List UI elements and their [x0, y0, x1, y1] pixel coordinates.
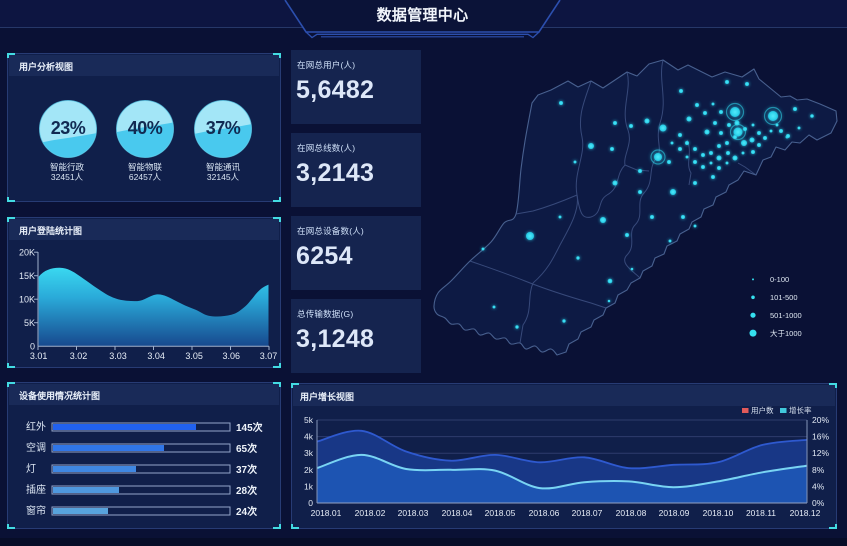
svg-text:2018.04: 2018.04	[442, 508, 473, 518]
svg-text:2018.05: 2018.05	[485, 508, 516, 518]
svg-text:37%: 37%	[205, 118, 240, 138]
svg-text:空调: 空调	[26, 441, 46, 454]
svg-text:8%: 8%	[812, 465, 825, 475]
svg-text:2018.03: 2018.03	[398, 508, 429, 518]
svg-text:37次: 37次	[236, 463, 257, 476]
svg-text:15K: 15K	[19, 271, 35, 281]
svg-text:101-500: 101-500	[770, 293, 798, 302]
svg-text:0: 0	[30, 342, 35, 352]
svg-text:插座: 插座	[26, 483, 46, 496]
svg-text:5K: 5K	[24, 318, 35, 328]
svg-text:65次: 65次	[236, 442, 257, 455]
svg-text:12%: 12%	[812, 448, 829, 458]
svg-text:1k: 1k	[304, 481, 314, 491]
svg-text:2018.07: 2018.07	[572, 508, 603, 518]
svg-text:3.02: 3.02	[70, 351, 88, 361]
svg-text:增长率: 增长率	[789, 405, 812, 415]
svg-text:3.04: 3.04	[147, 351, 165, 361]
svg-text:2k: 2k	[304, 465, 314, 475]
svg-text:10K: 10K	[19, 295, 35, 305]
svg-text:24次: 24次	[236, 505, 257, 518]
svg-text:3.07: 3.07	[260, 351, 278, 361]
svg-text:3.06: 3.06	[223, 351, 241, 361]
svg-text:4%: 4%	[812, 481, 825, 491]
svg-text:大于1000: 大于1000	[770, 328, 802, 338]
svg-text:23%: 23%	[50, 118, 85, 138]
svg-text:用户数: 用户数	[751, 405, 774, 415]
svg-text:红外: 红外	[26, 420, 46, 433]
svg-text:3.05: 3.05	[185, 351, 203, 361]
svg-text:5k: 5k	[304, 415, 314, 425]
svg-text:3.01: 3.01	[30, 351, 48, 361]
svg-text:0%: 0%	[812, 498, 825, 508]
svg-text:0: 0	[308, 498, 313, 508]
svg-text:2018.10: 2018.10	[703, 508, 734, 518]
svg-text:2018.11: 2018.11	[746, 508, 776, 518]
svg-text:28次: 28次	[236, 484, 257, 497]
svg-text:16%: 16%	[812, 432, 829, 442]
svg-text:4k: 4k	[304, 432, 314, 442]
svg-text:3.03: 3.03	[109, 351, 127, 361]
svg-text:20%: 20%	[812, 415, 829, 425]
svg-text:0-100: 0-100	[770, 275, 789, 284]
svg-text:20K: 20K	[19, 248, 35, 258]
svg-text:2018.12: 2018.12	[790, 508, 821, 518]
svg-text:40%: 40%	[128, 118, 163, 138]
svg-text:501-1000: 501-1000	[770, 311, 802, 320]
svg-text:3k: 3k	[304, 448, 314, 458]
svg-text:灯: 灯	[26, 463, 36, 475]
svg-text:2018.02: 2018.02	[355, 508, 386, 518]
svg-text:窗帘: 窗帘	[26, 504, 46, 517]
svg-text:2018.08: 2018.08	[616, 508, 647, 518]
svg-text:2018.06: 2018.06	[529, 508, 560, 518]
svg-text:2018.01: 2018.01	[311, 508, 342, 518]
svg-text:145次: 145次	[236, 421, 263, 434]
svg-text:2018.09: 2018.09	[659, 508, 690, 518]
